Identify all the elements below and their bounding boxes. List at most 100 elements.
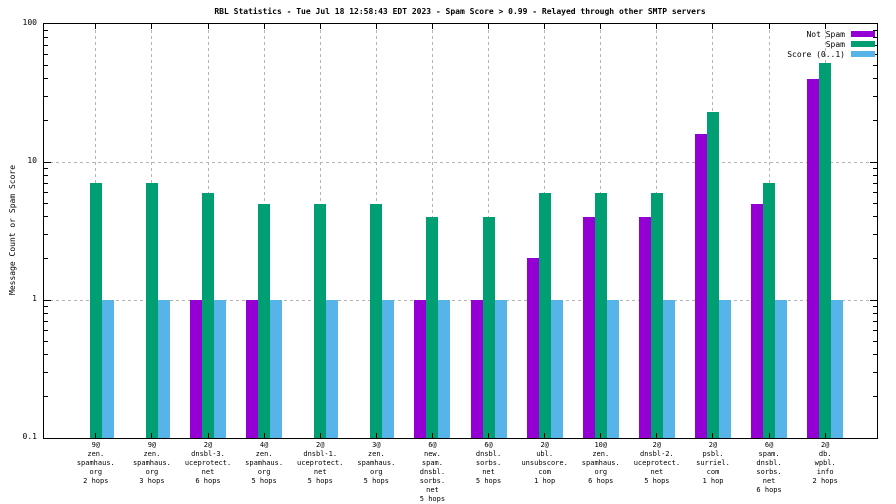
bar-score-group12 — [718, 300, 731, 438]
x-axis-tick — [375, 24, 377, 29]
x-axis-tick — [319, 24, 321, 29]
x-axis-tick — [151, 433, 153, 438]
bar-spam-group11 — [650, 192, 663, 438]
y-axis-tick — [44, 299, 51, 301]
bar-score-group13 — [775, 300, 788, 438]
y-tick-label: 1 — [32, 294, 37, 303]
x-axis-tick — [600, 433, 602, 438]
y-axis-tick — [44, 44, 48, 46]
x-category-label: 2@ dnsbl-3. uceprotect. net 6 hops — [184, 441, 232, 485]
bar-spam-group2 — [145, 183, 158, 438]
y-gridline — [44, 161, 877, 163]
x-category-label: 6@ spam. dnsbl. sorbs. net 6 hops — [756, 441, 782, 494]
legend-swatch-score — [851, 51, 875, 57]
y-axis-tick — [873, 395, 877, 397]
y-axis-tick — [873, 192, 877, 194]
x-axis-tick — [600, 24, 602, 29]
y-axis-tick — [44, 395, 48, 397]
y-axis-tick — [873, 257, 877, 259]
bar-spam-group4 — [258, 203, 271, 438]
y-axis-tick — [44, 233, 48, 235]
y-axis-label: Message Count or Spam Score — [8, 164, 17, 295]
bar-score-group2 — [157, 300, 170, 438]
x-axis-tick — [768, 24, 770, 29]
y-axis-tick — [873, 182, 877, 184]
bar-spam-group10 — [594, 192, 607, 438]
y-axis-tick — [873, 44, 877, 46]
bar-spam-group6 — [370, 203, 383, 438]
y-axis-tick — [44, 354, 48, 356]
y-axis-tick — [873, 54, 877, 56]
bar-score-group10 — [606, 300, 619, 438]
y-axis-tick — [873, 341, 877, 343]
x-axis-tick — [207, 24, 209, 29]
y-tick-label: 0.1 — [22, 432, 37, 441]
bar-score-group8 — [494, 300, 507, 438]
y-axis-tick — [873, 216, 877, 218]
legend-item-not-spam: Not Spam — [787, 29, 875, 39]
x-axis-tick — [431, 24, 433, 29]
legend-label-not-spam: Not Spam — [806, 29, 845, 39]
y-axis-tick — [44, 341, 48, 343]
y-axis-tick — [44, 78, 48, 80]
x-axis-tick — [375, 433, 377, 438]
chart-title: RBL Statistics - Tue Jul 18 12:58:43 EDT… — [214, 7, 706, 16]
bar-score-group4 — [270, 300, 283, 438]
y-axis-tick — [873, 167, 877, 169]
legend-label-spam: Spam — [825, 39, 845, 49]
x-category-label: 4@ zen. spamhaus. org 5 hops — [245, 441, 284, 485]
bar-spam-group12 — [706, 112, 719, 438]
x-category-label: 9@ zen. spamhaus. org 3 hops — [132, 441, 171, 485]
y-axis-tick — [873, 65, 877, 67]
bar-score-group7 — [438, 300, 451, 438]
y-tick-label: 100 — [22, 18, 37, 27]
y-axis-tick — [873, 354, 877, 356]
y-axis-tick — [873, 233, 877, 235]
x-category-label: 2@ db. wpbl. info 2 hops — [812, 441, 838, 485]
bar-not-spam-group12 — [694, 133, 707, 438]
y-axis-tick — [44, 320, 48, 322]
y-axis-tick — [44, 95, 48, 97]
y-axis-tick — [873, 312, 877, 314]
y-axis-tick — [873, 371, 877, 373]
y-axis-tick — [44, 161, 51, 163]
x-category-label: 6@ dnsbl. sorbs. net 5 hops — [475, 441, 502, 485]
x-axis-tick — [431, 433, 433, 438]
y-axis-tick — [44, 330, 48, 332]
bar-spam-group9 — [538, 192, 551, 438]
y-axis-tick — [873, 29, 877, 31]
y-axis-tick — [873, 119, 877, 121]
bar-spam-group5 — [314, 203, 327, 438]
x-axis-tick — [824, 433, 826, 438]
legend-item-spam: Spam — [787, 39, 875, 49]
y-axis-tick — [44, 36, 48, 38]
x-category-label: 10@ zen. spamhaus. org 6 hops — [581, 441, 620, 485]
y-axis-tick — [44, 192, 48, 194]
x-axis-tick — [207, 433, 209, 438]
y-axis-tick — [44, 305, 48, 307]
x-category-label: 3@ zen. spamhaus. org 5 hops — [357, 441, 396, 485]
x-category-label: 9@ zen. spamhaus. org 2 hops — [76, 441, 115, 485]
legend: Not Spam Spam Score (0..1) — [787, 29, 875, 59]
y-axis-tick — [873, 174, 877, 176]
x-axis-tick — [319, 433, 321, 438]
y-axis-tick — [873, 78, 877, 80]
bar-not-spam-group14 — [807, 78, 820, 438]
legend-label-score: Score (0..1) — [787, 49, 845, 59]
x-axis-tick — [488, 433, 490, 438]
x-category-label: 6@ new. spam. dnsbl. sorbs. net 5 hops — [419, 441, 446, 503]
x-axis-tick — [95, 24, 97, 29]
bar-not-spam-group9 — [526, 258, 539, 438]
bar-not-spam-group7 — [414, 300, 427, 438]
bar-not-spam-group10 — [582, 216, 595, 438]
bar-spam-group14 — [819, 63, 832, 438]
y-axis-tick — [44, 371, 48, 373]
y-axis-tick — [873, 203, 877, 205]
x-axis-tick — [488, 24, 490, 29]
x-axis-tick — [151, 24, 153, 29]
y-axis-tick — [873, 95, 877, 97]
bar-score-group6 — [382, 300, 395, 438]
bar-spam-group8 — [482, 216, 495, 438]
y-axis-tick — [873, 320, 877, 322]
x-axis-tick — [712, 433, 714, 438]
